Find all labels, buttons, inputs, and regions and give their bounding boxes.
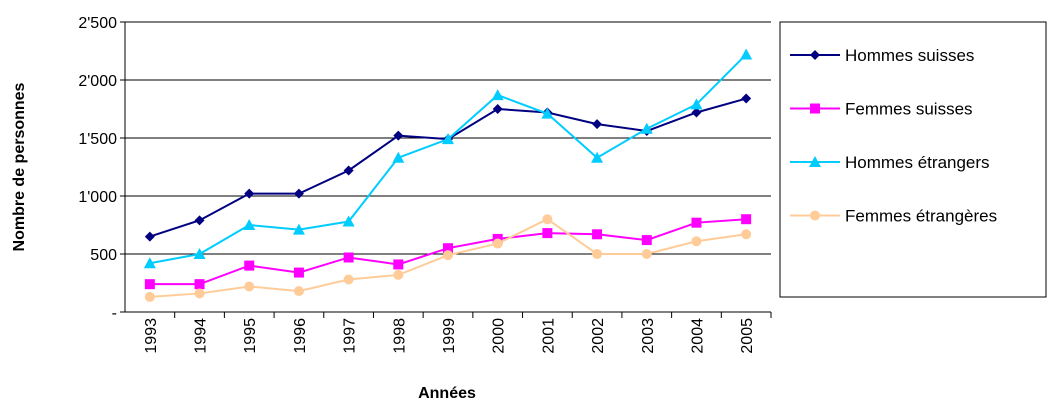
marker [393,269,404,280]
marker [442,133,454,145]
y-tick-label: 500 [90,247,117,264]
marker [740,48,753,60]
marker [541,107,554,119]
y-tick-label: 2'500 [78,15,117,32]
series-line [149,53,747,265]
marker [443,243,453,254]
marker [592,119,603,130]
marker [342,215,355,227]
legend-label: Hommes suisses [845,46,974,65]
marker [691,217,702,228]
x-tick-label: 1998 [391,318,408,354]
marker [542,228,553,239]
marker [491,89,504,101]
x-axis-label: Années [418,385,476,402]
marker [492,238,503,249]
x-tick-label: 1994 [193,318,210,354]
y-tick-label: - [112,305,117,322]
x-tick-label: 2003 [640,318,657,354]
marker [542,214,553,225]
marker [393,130,404,141]
marker [144,291,155,302]
marker [343,165,354,176]
y-tick-label: 2'000 [78,73,117,90]
x-tick-label: 2001 [540,318,557,354]
marker [809,156,821,167]
series-line [149,97,747,238]
x-tick-label: 2005 [739,318,756,354]
marker [591,151,604,163]
y-tick-label: 1'000 [78,189,117,206]
marker [293,286,304,297]
marker [690,98,703,110]
x-tick-label: 1993 [143,318,160,354]
y-tick-label: 1'500 [78,131,117,148]
marker [640,122,653,134]
marker [193,248,206,259]
marker [810,103,820,114]
marker [244,281,255,292]
legend-box [779,21,1047,298]
marker [443,250,453,261]
marker [691,107,702,118]
x-tick-label: 2002 [590,318,607,354]
x-tick-label: 1995 [242,318,259,354]
marker [641,249,652,259]
marker [243,219,256,230]
marker [194,279,205,290]
x-tick-label: 1997 [342,318,359,354]
legend-label: Femmes suisses [845,100,973,119]
marker [144,231,155,242]
marker [641,235,652,246]
marker [244,260,255,271]
marker [741,229,752,240]
marker [144,279,155,290]
marker [343,274,354,285]
marker [810,50,820,60]
marker [143,257,156,269]
marker [810,210,820,221]
marker [194,215,205,226]
x-tick-label: 2004 [689,318,706,354]
marker [691,236,702,247]
legend-label: Femmes étrangères [845,207,997,226]
marker [741,214,752,225]
marker [292,223,305,235]
marker [393,259,404,270]
marker [293,188,304,199]
marker [343,252,354,263]
marker [592,249,603,259]
marker [194,288,205,299]
marker [492,104,503,114]
x-tick-label: 1996 [292,318,309,354]
marker [392,151,405,163]
marker [592,229,603,240]
y-axis-label: Nombre de personnes [11,82,28,251]
legend-label: Hommes étrangers [845,153,990,172]
marker [741,93,752,104]
marker [244,188,255,199]
x-tick-label: 2000 [491,318,508,354]
marker [293,267,304,278]
x-tick-label: 1999 [441,318,458,354]
